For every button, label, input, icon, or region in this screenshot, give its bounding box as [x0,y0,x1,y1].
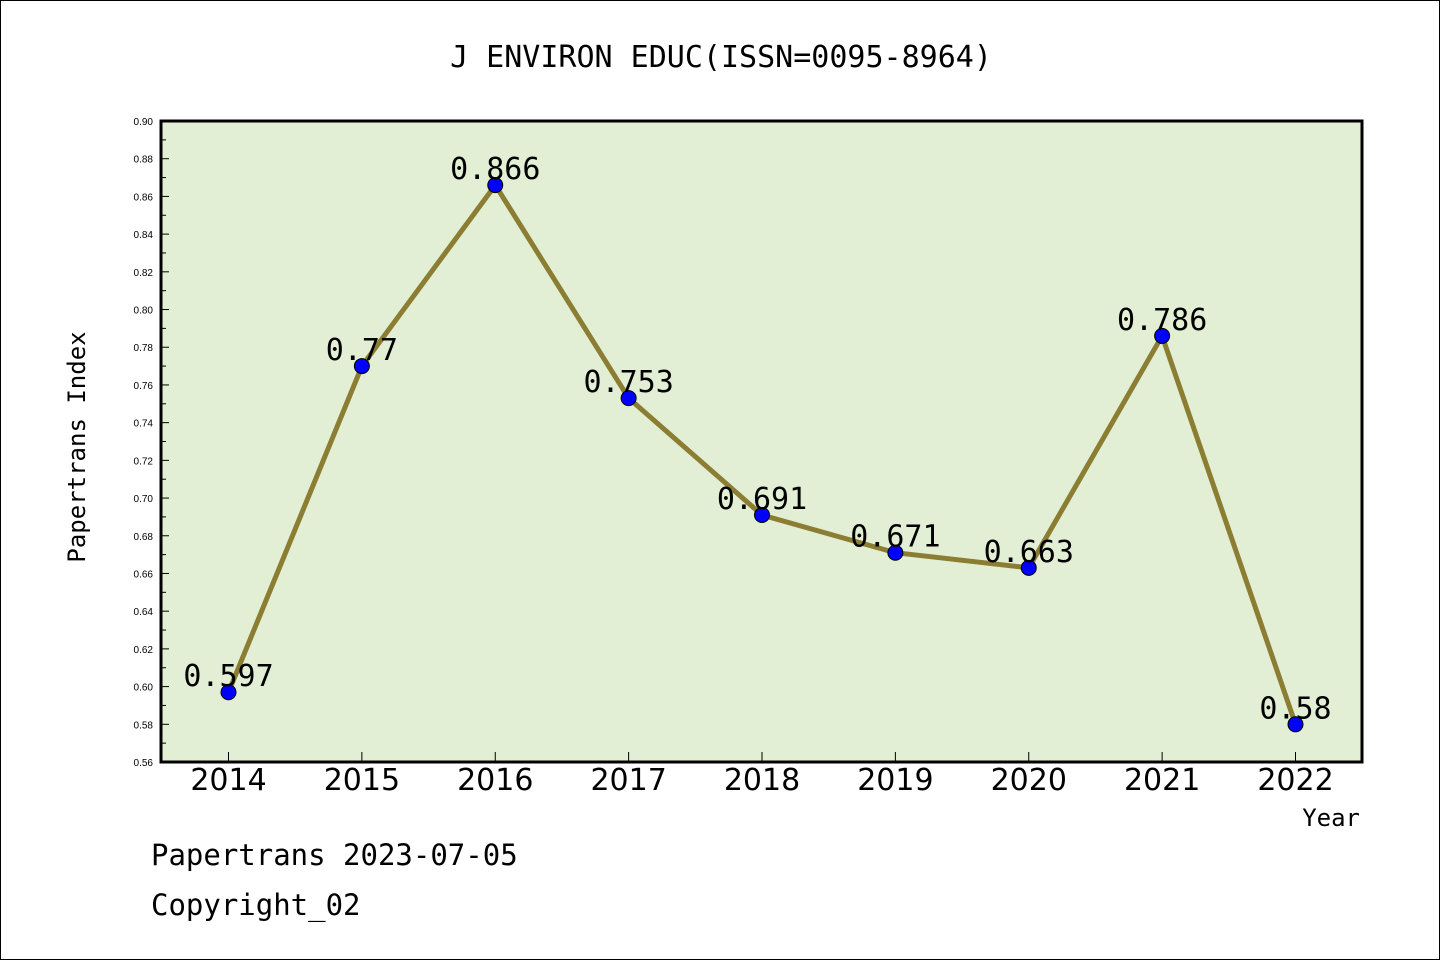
footer-date: Papertrans 2023-07-05 [151,838,518,872]
data-label: 0.753 [583,365,673,400]
data-point [1154,327,1171,344]
footer-copyright: Copyright_02 [151,888,361,923]
y-tick-label: 0.64 [134,607,154,618]
y-tick-label: 0.56 [134,758,154,769]
y-tick-label: 0.78 [134,343,154,354]
data-point [620,390,637,407]
x-tick-label: 2016 [457,763,533,798]
x-tick-label: 2014 [190,763,266,798]
x-tick-label: 2021 [1124,763,1200,798]
data-label: 0.597 [183,659,273,694]
y-tick-label: 0.74 [134,419,154,430]
data-label: 0.671 [850,520,940,555]
y-tick-label: 0.82 [134,268,154,279]
y-tick-label: 0.86 [134,192,154,203]
data-label: 0.663 [984,535,1074,570]
data-label: 0.77 [326,333,398,368]
y-tick-label: 0.66 [134,569,154,580]
chart-title: J ENVIRON EDUC(ISSN=0095-8964) [450,40,992,75]
y-axis-label: Papertrans Index [63,331,91,562]
y-tick-label: 0.58 [134,720,154,731]
x-axis-label: Year [1302,804,1360,832]
data-label: 0.691 [717,482,807,517]
y-tick-label: 0.68 [134,532,154,543]
y-tick-label: 0.88 [134,155,154,166]
x-tick-label: 2015 [324,763,400,798]
data-point [220,684,237,701]
x-axis: 2014 2015 2016 2017 2018 2019 2020 2021 2022 [190,752,1334,798]
data-point [353,358,370,375]
y-tick-label: 0.70 [134,494,154,505]
y-tick-label: 0.62 [134,645,154,656]
y-tick-label: 0.76 [134,381,154,392]
y-axis: 0.56 0.58 0.60 0.62 0.64 0.66 0.68 0.70 0.72 0.74… [134,117,169,769]
x-tick-label: 2017 [590,763,666,798]
data-point [754,507,770,524]
x-tick-label: 2018 [724,763,800,798]
y-tick-label: 0.72 [134,456,154,467]
data-point [1287,716,1304,733]
y-tick-label: 0.90 [134,117,154,128]
data-point [487,177,504,194]
x-tick-label: 2022 [1257,763,1333,798]
y-tick-label: 0.60 [134,683,154,694]
y-tick-label: 0.80 [134,306,154,317]
x-tick-label: 2019 [857,763,933,798]
data-point [887,544,904,561]
data-label: 0.58 [1259,691,1331,726]
data-point [1020,559,1037,576]
series-layer: 0.597 0.77 0.866 0.753 0.691 0.671 0.663 0.786 0… [183,152,1332,733]
x-tick-label: 2020 [991,763,1067,798]
plot-area [159,119,1364,764]
data-label: 0.786 [1117,303,1207,338]
y-tick-label: 0.84 [134,230,154,241]
data-label: 0.866 [450,152,540,187]
